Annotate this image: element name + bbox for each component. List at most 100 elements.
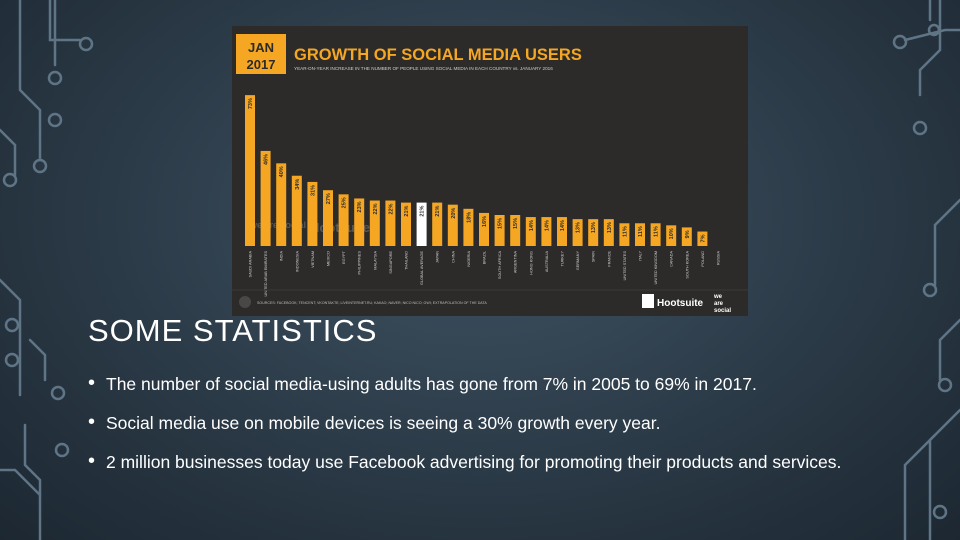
bar-poland xyxy=(697,231,708,246)
bar-singapore xyxy=(385,200,396,246)
bar-value-label: 27% xyxy=(326,193,332,204)
bar-china xyxy=(447,204,458,246)
bar-global-average xyxy=(416,202,427,246)
bar-united-arab-emirates xyxy=(260,150,271,246)
category-label: AUSTRALIA xyxy=(545,251,549,273)
bar-value-label: 34% xyxy=(295,179,301,190)
bullet-dot: • xyxy=(88,450,96,472)
bar-argentina xyxy=(510,215,521,246)
bar-value-label: 10% xyxy=(669,228,675,239)
bar-value-label: 22% xyxy=(373,203,379,214)
chart-category-labels: SAUDI ARABIA UNITED ARAB EMIRATES INDIA IND… xyxy=(249,250,721,296)
badge-year: 2017 xyxy=(247,57,276,72)
bar-india xyxy=(276,163,287,246)
bullet-item: • The number of social media-using adults… xyxy=(88,370,848,398)
bar-spain xyxy=(588,219,599,246)
bullet-item: • 2 million businesses today use Facebook… xyxy=(88,448,848,476)
bar-value-label: 11% xyxy=(654,226,660,237)
bar-value-label: 20% xyxy=(451,208,457,219)
category-label: CANADA xyxy=(670,251,674,267)
category-label: INDIA xyxy=(280,251,284,262)
bar-value-label: 14% xyxy=(544,220,550,231)
category-label: SOUTH KOREA xyxy=(685,251,689,279)
brand-hootsuite: Hootsuite xyxy=(657,298,704,309)
category-label: ITALY xyxy=(639,251,643,261)
bar-value-label: 11% xyxy=(638,226,644,237)
bar-value-label: 22% xyxy=(388,203,394,214)
bar-vietnam xyxy=(307,181,318,246)
category-label: GERMANY xyxy=(576,251,580,271)
bar-egypt xyxy=(338,194,349,246)
bullet-dot: • xyxy=(88,411,96,433)
bar-south-korea xyxy=(681,227,692,246)
category-label: FRANCE xyxy=(607,251,611,267)
bar-value-label: 73% xyxy=(248,98,254,109)
hootsuite-owl-icon xyxy=(642,294,654,308)
bar-australia xyxy=(541,217,552,246)
category-label: GLOBAL AVERAGE xyxy=(420,251,424,285)
bar-malaysia xyxy=(369,200,380,246)
category-label: CHINA xyxy=(451,251,455,263)
bar-value-label: 40% xyxy=(279,166,285,177)
category-label: PHILIPPINES xyxy=(358,251,362,275)
category-label: BRAZIL xyxy=(483,251,487,264)
badge-month: JAN xyxy=(248,40,274,55)
category-label: VIETNAM xyxy=(311,251,315,268)
bar-value-label: 11% xyxy=(622,226,628,237)
brand-are: are xyxy=(714,301,724,307)
chart-bar-labels: 73% 46% 40% 34% 31% 27% 25% 23% 22% 22% 21% 21% 21% 2… xyxy=(248,98,706,242)
category-label: SINGAPORE xyxy=(389,251,393,274)
bar-brazil xyxy=(479,212,489,246)
social-media-growth-chart-image: JAN 2017 GROWTH OF SOCIAL MEDIA USERS YE… xyxy=(232,26,748,316)
bullet-text: 2 million businesses today use Facebook … xyxy=(106,452,842,472)
bullet-text: The number of social media-using adults … xyxy=(106,374,757,394)
bar-value-label: 15% xyxy=(513,218,519,229)
bar-value-label: 18% xyxy=(466,212,472,223)
bar-value-label: 23% xyxy=(357,201,363,212)
brand-we: we xyxy=(713,294,723,300)
bar-value-label: 16% xyxy=(482,216,488,227)
bar-germany xyxy=(572,219,583,246)
bar-value-label: 7% xyxy=(700,234,706,242)
category-label: POLAND xyxy=(701,251,705,267)
chart-sources: SOURCES: FACEBOOK; TENCENT; VKONTAKTE; L… xyxy=(257,301,487,305)
bar-value-label: 13% xyxy=(607,222,613,233)
category-label: NIGERIA xyxy=(467,251,471,267)
bar-mexico xyxy=(323,190,333,246)
bar-value-label: 13% xyxy=(591,222,597,233)
bar-nigeria xyxy=(463,208,474,246)
category-label: UNITED ARAB EMIRATES xyxy=(264,251,268,297)
category-label: SOUTH AFRICA xyxy=(498,251,502,280)
bar-value-label: 15% xyxy=(498,218,504,229)
bar-value-label: 31% xyxy=(310,185,316,196)
bar-value-label: 9% xyxy=(685,230,691,238)
bar-united-kingdom xyxy=(650,223,661,246)
bar-value-label: 13% xyxy=(576,222,582,233)
slide-title: SOME STATISTICS xyxy=(88,313,378,348)
bar-thailand xyxy=(401,202,411,246)
category-label: HONG KONG xyxy=(529,251,533,275)
bar-france xyxy=(603,219,614,246)
bar-canada xyxy=(666,225,677,246)
bar-south-africa xyxy=(494,215,505,246)
bar-value-label: 21% xyxy=(404,205,410,216)
bar-philippines xyxy=(354,198,365,246)
category-label: THAILAND xyxy=(405,251,409,270)
bar-turkey xyxy=(557,217,567,246)
category-label: SAUDI ARABIA xyxy=(249,251,253,278)
brand-social: social xyxy=(714,308,731,314)
bar-hong-kong xyxy=(525,217,536,246)
bullet-item: • Social media use on mobile devices is s… xyxy=(88,409,848,437)
category-label: RUSSIA xyxy=(717,251,721,266)
category-label: INDONESIA xyxy=(295,251,299,272)
bar-value-label: 25% xyxy=(342,197,348,208)
category-label: MALAYSIA xyxy=(373,251,377,270)
category-label: MEXICO xyxy=(327,251,331,266)
category-label: UNITED STATES xyxy=(623,251,627,281)
chart-title: GROWTH OF SOCIAL MEDIA USERS xyxy=(294,46,582,64)
bar-value-label: 21% xyxy=(435,205,441,216)
footer-logo-icon xyxy=(239,296,251,308)
category-label: SPAIN xyxy=(592,251,596,262)
chart-subtitle: YEAR-ON-YEAR INCREASE IN THE NUMBER OF P… xyxy=(294,66,553,71)
